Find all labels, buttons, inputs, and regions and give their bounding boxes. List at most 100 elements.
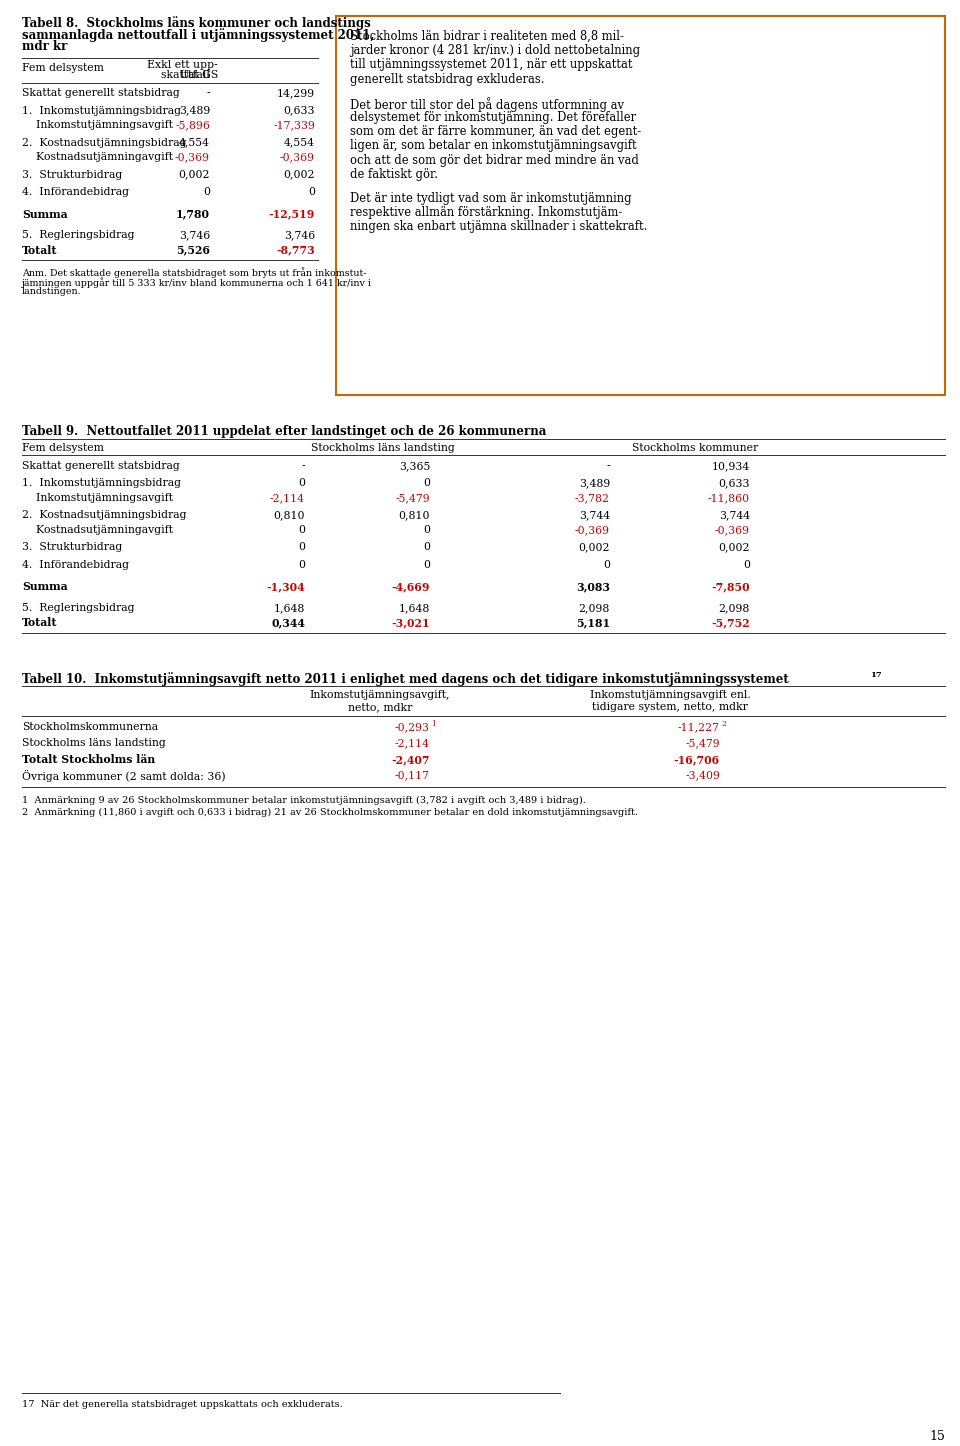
Text: 2: 2 — [721, 720, 726, 727]
Text: ligen är, som betalar en inkomstutjämningsavgift: ligen är, som betalar en inkomstutjämnin… — [350, 139, 636, 152]
Text: 5,526: 5,526 — [176, 244, 210, 256]
Text: Summa: Summa — [22, 208, 67, 220]
Text: -2,114: -2,114 — [270, 493, 305, 503]
Text: till utjämningssystemet 2011, när ett uppskattat: till utjämningssystemet 2011, när ett up… — [350, 58, 633, 71]
Text: ningen ska enbart utjämna skillnader i skattekraft.: ningen ska enbart utjämna skillnader i s… — [350, 220, 647, 233]
Text: -: - — [607, 461, 610, 471]
Text: 5.  Regleringsbidrag: 5. Regleringsbidrag — [22, 230, 134, 240]
Text: Anm. Det skattade generella statsbidraget som bryts ut från inkomstut-: Anm. Det skattade generella statsbidrage… — [22, 268, 367, 278]
Text: 2,098: 2,098 — [719, 603, 750, 613]
Text: 3,746: 3,746 — [179, 230, 210, 240]
Text: 3,746: 3,746 — [284, 230, 315, 240]
Text: -0,369: -0,369 — [715, 525, 750, 535]
Text: -1,304: -1,304 — [266, 581, 305, 593]
Text: -11,860: -11,860 — [708, 493, 750, 503]
Text: -5,479: -5,479 — [685, 737, 720, 748]
Text: 15: 15 — [929, 1430, 945, 1443]
Text: 3,489: 3,489 — [179, 106, 210, 116]
Text: jarder kronor (4 281 kr/inv.) i dold nettobetalning: jarder kronor (4 281 kr/inv.) i dold net… — [350, 45, 640, 58]
Text: 0: 0 — [298, 479, 305, 489]
Text: 4.  Införandebidrag: 4. Införandebidrag — [22, 187, 129, 197]
Text: 2.  Kostnadsutjämningsbidrag: 2. Kostnadsutjämningsbidrag — [22, 510, 186, 521]
Text: Skattat generellt statsbidrag: Skattat generellt statsbidrag — [22, 88, 180, 98]
Text: netto, mdkr: netto, mdkr — [348, 701, 412, 711]
Text: 3,744: 3,744 — [579, 510, 610, 521]
Text: -17,339: -17,339 — [274, 120, 315, 130]
Text: 0: 0 — [298, 542, 305, 552]
Text: 3.  Strukturbidrag: 3. Strukturbidrag — [22, 542, 122, 552]
Text: 17  När det generella statsbidraget uppskattats och exkluderats.: 17 När det generella statsbidraget uppsk… — [22, 1400, 343, 1408]
Text: 3,744: 3,744 — [719, 510, 750, 521]
Text: 3,365: 3,365 — [398, 461, 430, 471]
Text: Skattat generellt statsbidrag: Skattat generellt statsbidrag — [22, 461, 180, 471]
Text: Inkomstutjämningsavgift enl.: Inkomstutjämningsavgift enl. — [589, 690, 751, 700]
Text: 0: 0 — [423, 542, 430, 552]
Text: Fem delsystem: Fem delsystem — [22, 442, 104, 453]
Text: jämningen uppgår till 5 333 kr/inv bland kommunerna och 1 641 kr/inv i: jämningen uppgår till 5 333 kr/inv bland… — [22, 278, 372, 288]
Text: Det beror till stor del på dagens utformning av: Det beror till stor del på dagens utform… — [350, 97, 624, 111]
Text: Stockholms kommuner: Stockholms kommuner — [632, 442, 758, 453]
Text: -12,519: -12,519 — [269, 208, 315, 220]
Text: Inkomstutjämningsavgift: Inkomstutjämningsavgift — [22, 120, 173, 130]
Text: 0,633: 0,633 — [283, 106, 315, 116]
Text: Stockholmskommunerna: Stockholmskommunerna — [22, 722, 158, 732]
Text: Totalt: Totalt — [22, 244, 58, 256]
Text: Kostnadsutjämningavgift: Kostnadsutjämningavgift — [22, 525, 173, 535]
Text: och att de som gör det bidrar med mindre än vad: och att de som gör det bidrar med mindre… — [350, 153, 638, 166]
Text: delsystemet för inkomstutjämning. Det förefaller: delsystemet för inkomstutjämning. Det fö… — [350, 111, 636, 124]
Text: 0: 0 — [308, 187, 315, 197]
Text: -4,669: -4,669 — [392, 581, 430, 593]
Text: Totalt Stockholms län: Totalt Stockholms län — [22, 753, 156, 765]
Text: -0,117: -0,117 — [395, 771, 430, 779]
Text: 0: 0 — [298, 525, 305, 535]
Text: skattat GS: skattat GS — [160, 69, 218, 80]
Text: 5.  Regleringsbidrag: 5. Regleringsbidrag — [22, 603, 134, 613]
Text: Tabell 10.  Inkomstutjämningsavgift netto 2011 i enlighet med dagens och det tid: Tabell 10. Inkomstutjämningsavgift netto… — [22, 672, 789, 685]
Text: 0: 0 — [743, 560, 750, 570]
Text: Tabell 9.  Nettoutfallet 2011 uppdelat efter landstinget och de 26 kommunerna: Tabell 9. Nettoutfallet 2011 uppdelat ef… — [22, 425, 546, 438]
Text: -2,407: -2,407 — [392, 753, 430, 765]
Text: Inkomstutjämningsavgift: Inkomstutjämningsavgift — [22, 493, 173, 503]
Text: -0,369: -0,369 — [175, 152, 210, 162]
Text: generellt statsbidrag exkluderas.: generellt statsbidrag exkluderas. — [350, 72, 544, 85]
Text: -5,479: -5,479 — [396, 493, 430, 503]
Text: Övriga kommuner (2 samt dolda: 36): Övriga kommuner (2 samt dolda: 36) — [22, 771, 226, 782]
Text: -0,369: -0,369 — [280, 152, 315, 162]
Text: 1,648: 1,648 — [274, 603, 305, 613]
Text: -3,409: -3,409 — [685, 771, 720, 779]
Text: 0: 0 — [423, 525, 430, 535]
Text: Exkl ett upp-: Exkl ett upp- — [147, 59, 218, 69]
Text: 1,780: 1,780 — [176, 208, 210, 220]
Text: de faktiskt gör.: de faktiskt gör. — [350, 168, 438, 181]
Text: 0,810: 0,810 — [274, 510, 305, 521]
Text: landstingen.: landstingen. — [22, 286, 82, 296]
Text: 3,489: 3,489 — [579, 479, 610, 489]
Text: 4.  Införandebidrag: 4. Införandebidrag — [22, 560, 129, 570]
Text: -16,706: -16,706 — [674, 753, 720, 765]
Text: 3.  Strukturbidrag: 3. Strukturbidrag — [22, 169, 122, 179]
Text: -5,896: -5,896 — [175, 120, 210, 130]
Text: 0: 0 — [203, 187, 210, 197]
Text: 10,934: 10,934 — [711, 461, 750, 471]
Text: tidigare system, netto, mdkr: tidigare system, netto, mdkr — [592, 701, 748, 711]
Text: Utfall: Utfall — [180, 69, 210, 80]
Text: respektive allmän förstärkning. Inkomstutjäm-: respektive allmän förstärkning. Inkomstu… — [350, 207, 622, 220]
Text: -: - — [301, 461, 305, 471]
Text: -3,782: -3,782 — [575, 493, 610, 503]
Text: 3,083: 3,083 — [576, 581, 610, 593]
Text: 0,002: 0,002 — [718, 542, 750, 552]
Text: -2,114: -2,114 — [395, 737, 430, 748]
Text: 0,344: 0,344 — [271, 617, 305, 629]
Text: sammanlagda nettoutfall i utjämningssystemet 2011,: sammanlagda nettoutfall i utjämningssyst… — [22, 27, 374, 42]
Text: Totalt: Totalt — [22, 617, 58, 629]
Text: 0,810: 0,810 — [398, 510, 430, 521]
Text: 1.  Inkomstutjämningsbidrag: 1. Inkomstutjämningsbidrag — [22, 479, 181, 489]
Text: 0,002: 0,002 — [283, 169, 315, 179]
Text: 14,299: 14,299 — [276, 88, 315, 98]
Text: -11,227: -11,227 — [678, 722, 720, 732]
Text: 1: 1 — [431, 720, 436, 727]
Text: 0,002: 0,002 — [579, 542, 610, 552]
Text: 1  Anmärkning 9 av 26 Stockholmskommuner betalar inkomstutjämningsavgift (3,782 : 1 Anmärkning 9 av 26 Stockholmskommuner … — [22, 795, 586, 805]
Text: -0,293: -0,293 — [395, 722, 430, 732]
Text: 4,554: 4,554 — [179, 137, 210, 147]
